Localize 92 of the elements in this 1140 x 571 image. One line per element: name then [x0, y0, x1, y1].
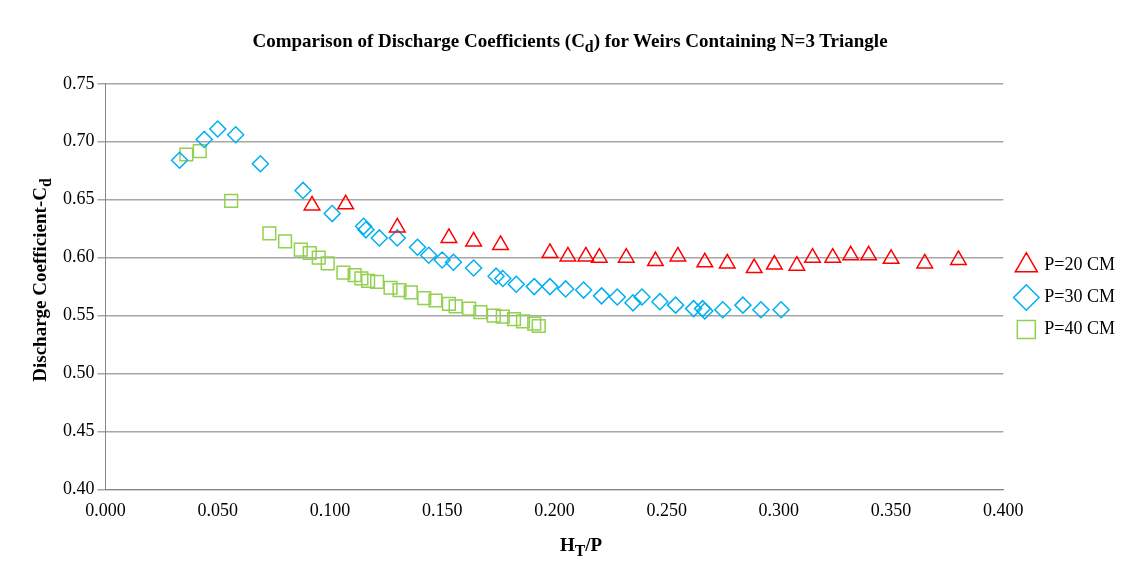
point [448, 299, 463, 314]
legend-label: P=40 CM [1044, 318, 1116, 339]
point [444, 253, 463, 272]
point [646, 251, 664, 267]
point [294, 181, 312, 200]
legend-label: P=20 CM [1044, 254, 1116, 275]
point [574, 281, 593, 299]
x-tick-label: 0.300 [758, 499, 800, 520]
point [354, 271, 369, 286]
point [666, 296, 685, 314]
point [464, 259, 483, 277]
point [624, 294, 642, 312]
point [487, 267, 505, 285]
point [556, 280, 575, 298]
point [473, 304, 488, 320]
point [226, 126, 245, 144]
x-tick-label: 0.100 [309, 499, 351, 520]
x-tick-label: 0.350 [870, 499, 912, 520]
point [179, 147, 194, 162]
point [347, 267, 362, 283]
point [651, 292, 669, 311]
y-tick-label: 0.55 [63, 304, 95, 325]
point [494, 269, 512, 288]
point [492, 235, 510, 251]
point [408, 238, 427, 256]
point [608, 288, 627, 306]
point [417, 291, 432, 306]
y-tick-label: 0.40 [63, 478, 95, 499]
point [419, 246, 438, 265]
point [734, 296, 752, 314]
point [882, 249, 900, 265]
point [302, 245, 317, 261]
point [592, 287, 611, 305]
y-tick-label: 0.50 [63, 362, 95, 383]
point [462, 301, 477, 316]
point [336, 265, 351, 280]
x-axis-title: H$_{T}$/P [560, 534, 603, 560]
x-tick-label: 0.250 [646, 499, 687, 520]
point [277, 234, 293, 249]
point [433, 251, 451, 269]
point [170, 151, 189, 170]
point [531, 318, 546, 334]
point [440, 228, 458, 244]
point [495, 309, 510, 324]
point [224, 193, 239, 208]
point [320, 256, 335, 271]
point [361, 273, 376, 288]
point [714, 301, 732, 319]
point [354, 217, 373, 236]
point [752, 301, 770, 319]
point [192, 143, 207, 159]
x-tick-label: 0.000 [85, 499, 126, 520]
point [370, 229, 389, 247]
point [949, 250, 967, 266]
point [403, 285, 418, 300]
point [772, 301, 790, 319]
point [357, 221, 375, 239]
y-tick-label: 0.45 [63, 420, 95, 441]
point [507, 275, 526, 294]
legend-label: P=30 CM [1044, 286, 1116, 307]
point [541, 243, 559, 259]
y-tick-label: 0.65 [63, 188, 95, 209]
point [388, 229, 407, 247]
point [293, 242, 308, 257]
y-tick-label: 0.70 [63, 130, 95, 151]
point [208, 120, 227, 138]
point [369, 274, 385, 290]
point [541, 277, 559, 296]
point [525, 277, 543, 296]
point [311, 250, 326, 265]
point [745, 258, 763, 274]
point [392, 282, 407, 298]
x-tick-label: 0.200 [534, 499, 575, 520]
point [486, 308, 501, 323]
point [195, 130, 214, 149]
chart-title: Comparison of Discharge Coefficients (C$_{d}$) for Weirs Containing N=3 Triangle [251, 30, 889, 56]
point [527, 316, 542, 331]
point [515, 314, 531, 329]
point [262, 226, 277, 241]
x-tick-label: 0.400 [983, 499, 1024, 520]
y-tick-label: 0.75 [63, 72, 95, 93]
point [506, 311, 522, 327]
point [428, 293, 443, 308]
x-tick-label: 0.150 [421, 499, 463, 520]
point [383, 280, 398, 295]
point [251, 155, 270, 173]
y-tick-label: 0.60 [63, 246, 95, 267]
point [684, 299, 703, 318]
point [633, 288, 651, 306]
point [441, 296, 457, 312]
x-tick-label: 0.050 [197, 499, 238, 520]
point [323, 204, 341, 223]
